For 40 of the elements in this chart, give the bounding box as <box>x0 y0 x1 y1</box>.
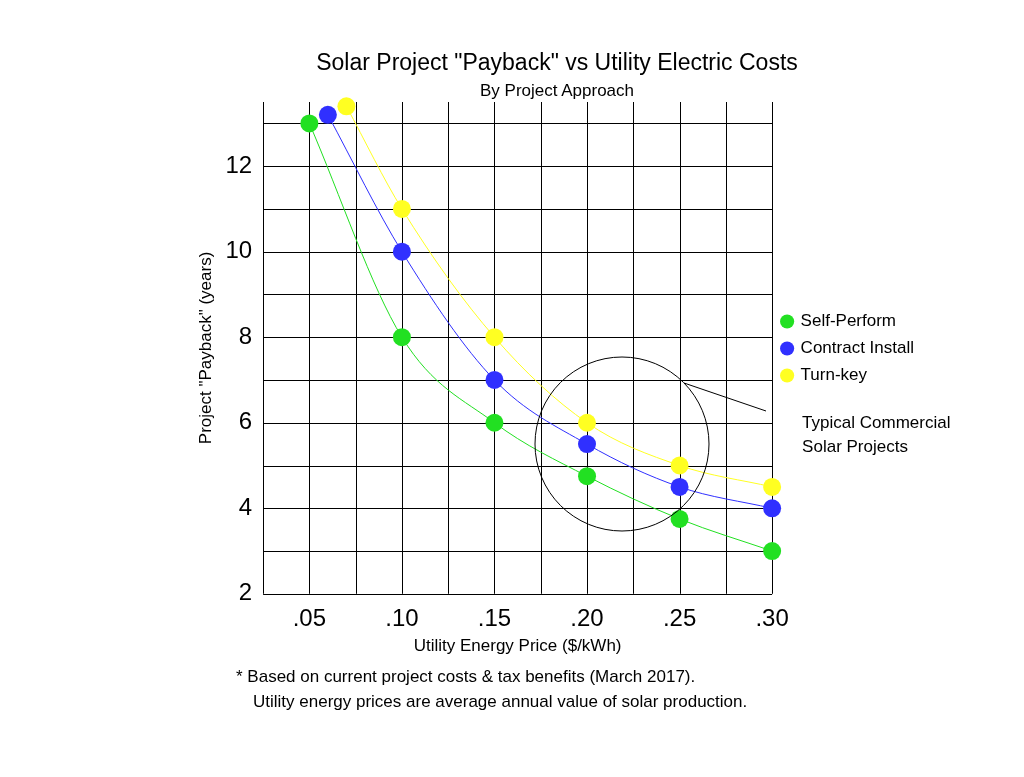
y-tick-label: 8 <box>238 321 253 349</box>
text: * Based on current project costs & tax benefits (March 2017). <box>236 667 696 687</box>
point <box>670 509 689 528</box>
text: Utility energy prices are average annual value of solar production. <box>253 692 748 712</box>
chart-subtitle: By Project Approach <box>479 81 635 101</box>
x-axis-title: Utility Energy Price ($/kWh) <box>413 636 622 656</box>
y-axis-title: Project "Payback" (years) <box>195 251 215 445</box>
point <box>300 114 319 133</box>
chart-title: Solar Project "Payback" vs Utility Electric Costs <box>316 49 798 76</box>
point <box>318 105 337 124</box>
x-tick-label: .15 <box>477 603 512 631</box>
point <box>392 199 411 218</box>
y-tick-label: 6 <box>238 407 253 435</box>
point <box>763 499 782 518</box>
point <box>670 477 689 496</box>
x-tick-label: .30 <box>755 603 789 631</box>
legend-label: Self-Perform <box>800 311 897 331</box>
point <box>670 456 689 475</box>
point <box>578 413 597 432</box>
legend-label: Contract Install <box>800 338 915 358</box>
point <box>578 435 597 454</box>
point <box>763 542 782 561</box>
y-tick-label: 10 <box>225 236 253 264</box>
point <box>763 477 782 496</box>
point <box>485 413 504 432</box>
point <box>337 97 356 116</box>
x-tick-label: .05 <box>292 603 327 631</box>
point <box>392 328 411 347</box>
y-tick-label: 2 <box>238 578 253 606</box>
x-tick-label: .10 <box>385 603 419 631</box>
legend-label: Turn-key <box>800 365 868 385</box>
x-tick-label: .25 <box>662 603 697 631</box>
point <box>578 467 597 486</box>
point <box>485 328 504 347</box>
point <box>392 242 411 261</box>
y-tick-label: 12 <box>225 150 253 178</box>
text: Typical Commercial Solar Projects <box>802 413 951 457</box>
x-tick-label: .20 <box>570 603 604 631</box>
y-tick-label: 4 <box>238 492 253 520</box>
point <box>485 370 504 389</box>
